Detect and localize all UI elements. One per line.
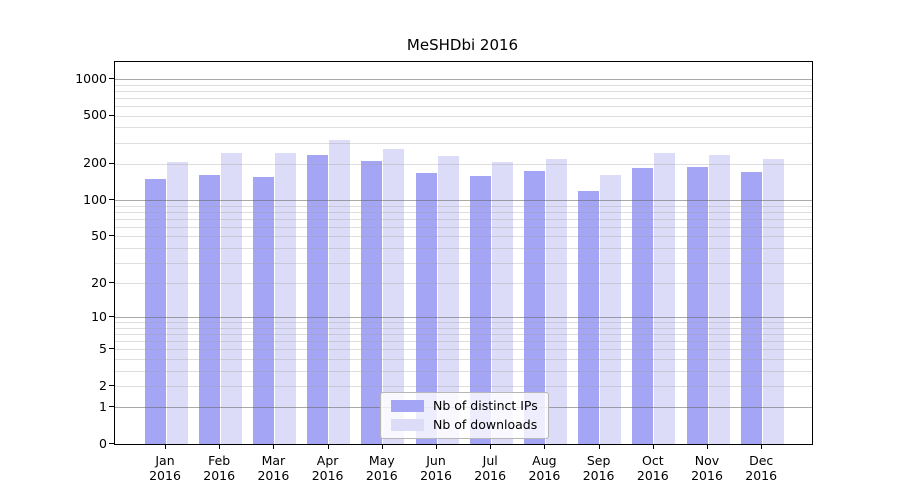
legend-label-downloads: Nb of downloads <box>433 417 538 432</box>
legend: Nb of distinct IPs Nb of downloads <box>380 392 549 439</box>
bar-jan-downloads <box>166 162 188 444</box>
y-tick-label: 500 <box>83 107 107 123</box>
legend-row-distinct-ips: Nb of distinct IPs <box>391 399 538 413</box>
x-tick-label: Nov 2016 <box>691 453 723 483</box>
y-tick-label: 200 <box>83 155 107 171</box>
x-tick-label: Feb 2016 <box>203 453 236 483</box>
x-tick <box>219 444 221 449</box>
x-tick <box>381 444 383 449</box>
x-tick-label: Dec 2016 <box>745 453 778 483</box>
x-tick-label: May 2016 <box>365 453 398 483</box>
y-tick <box>109 114 114 116</box>
x-tick <box>598 444 600 449</box>
y-tick-label: 20 <box>91 274 107 290</box>
y-tick-label: 50 <box>91 227 107 243</box>
legend-swatch-downloads <box>391 419 424 431</box>
y-tick <box>109 78 114 79</box>
bar-aug-downloads <box>545 159 567 444</box>
x-tick <box>165 444 166 449</box>
chart-title: MeSHDbi 2016 <box>406 36 519 54</box>
bar-mar-distinct-ips <box>252 177 274 444</box>
x-tick-label: Jan 2016 <box>149 453 181 483</box>
y-tick <box>109 348 114 350</box>
x-tick <box>707 444 708 449</box>
y-tick-label: 2 <box>99 377 107 393</box>
y-tick-label: 1 <box>99 398 107 414</box>
bar-nov-downloads <box>708 154 730 444</box>
legend-label-distinct-ips: Nb of distinct IPs <box>433 398 538 413</box>
bar-oct-downloads <box>654 152 676 444</box>
y-tick <box>109 316 114 318</box>
legend-swatch-distinct-ips <box>391 400 424 412</box>
bar-may-downloads <box>383 148 405 444</box>
x-tick-label: Sep 2016 <box>582 453 615 483</box>
bar-jul-downloads <box>491 162 513 444</box>
x-tick-label: Jun 2016 <box>420 453 452 483</box>
y-tick-label: 5 <box>99 340 107 356</box>
x-tick-label: Oct 2016 <box>636 453 669 483</box>
x-tick <box>273 444 275 449</box>
bar-jun-downloads <box>437 155 459 444</box>
x-tick <box>544 444 546 449</box>
bar-oct-distinct-ips <box>632 167 654 444</box>
x-tick-label: Jul 2016 <box>474 453 507 483</box>
bar-mar-downloads <box>274 152 296 444</box>
bar-dec-distinct-ips <box>740 171 762 444</box>
bar-apr-distinct-ips <box>307 155 329 444</box>
x-tick-label: Mar 2016 <box>257 453 290 483</box>
y-tick <box>109 443 114 444</box>
bar-jun-distinct-ips <box>415 173 437 444</box>
bars-layer <box>115 62 812 444</box>
bar-jan-distinct-ips <box>144 179 166 444</box>
y-tick-label: 100 <box>83 191 107 207</box>
y-tick-label: 10 <box>91 308 107 324</box>
bar-dec-downloads <box>762 158 784 444</box>
x-tick-label: Aug 2016 <box>528 453 561 483</box>
x-tick <box>652 444 654 449</box>
bar-nov-distinct-ips <box>686 167 708 444</box>
x-tick-label: Apr 2016 <box>311 453 344 483</box>
bar-may-distinct-ips <box>361 161 383 444</box>
legend-row-downloads: Nb of downloads <box>391 418 538 432</box>
bar-sep-downloads <box>600 174 622 444</box>
y-tick-label: 1000 <box>75 70 107 86</box>
bar-apr-downloads <box>329 139 351 444</box>
bar-sep-distinct-ips <box>578 190 600 444</box>
y-tick <box>109 406 114 408</box>
y-tick <box>109 385 114 386</box>
bar-feb-downloads <box>220 153 242 444</box>
y-tick <box>109 282 114 284</box>
y-tick-label: 0 <box>99 435 107 451</box>
x-tick <box>490 444 492 449</box>
y-tick <box>109 199 114 201</box>
plot-area <box>114 61 813 445</box>
bar-aug-distinct-ips <box>523 171 545 444</box>
y-tick <box>109 235 114 237</box>
y-tick <box>109 162 114 164</box>
bar-feb-distinct-ips <box>198 175 220 444</box>
x-tick <box>436 444 437 449</box>
bar-jul-distinct-ips <box>469 175 491 444</box>
x-tick <box>327 444 329 449</box>
x-tick <box>761 444 763 449</box>
